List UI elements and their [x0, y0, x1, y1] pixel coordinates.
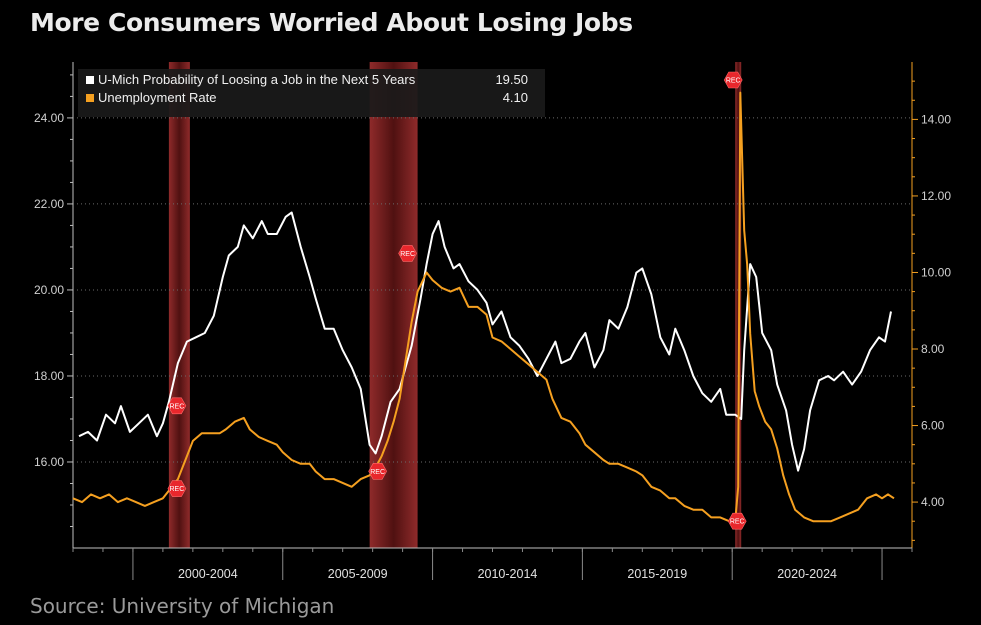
x-period-label: 2000-2004 — [178, 567, 238, 581]
recession-shading-group — [168, 62, 742, 548]
left-tick-label: 18.00 — [34, 369, 64, 383]
x-period-label: 2015-2019 — [627, 567, 687, 581]
recession-marker-label: REC — [169, 403, 184, 410]
series-lines-group — [72, 91, 895, 523]
left-tick-label: 24.00 — [34, 111, 64, 125]
recession-marker: REC — [398, 245, 417, 262]
recession-marker-label: REC — [730, 519, 745, 526]
legend-swatch — [86, 76, 94, 84]
recession-marker-label: REC — [400, 251, 415, 258]
legend-label: U-Mich Probability of Loosing a Job in t… — [98, 72, 416, 87]
right-tick-label: 8.00 — [921, 342, 945, 356]
left-tick-label: 20.00 — [34, 283, 64, 297]
right-tick-label: 10.00 — [921, 265, 951, 279]
legend-value: 19.50 — [495, 72, 528, 87]
series-line-unemployment — [72, 91, 895, 523]
recession-markers-group: REC REC REC REC REC REC — [167, 71, 747, 530]
recession-band — [168, 62, 190, 548]
recession-marker-shape — [727, 512, 747, 530]
legend-label: Unemployment Rate — [98, 90, 217, 105]
right-tick-label: 6.00 — [921, 419, 945, 433]
recession-marker-label: REC — [726, 78, 741, 85]
recession-marker-label: REC — [370, 469, 385, 476]
series-line-umich — [78, 211, 892, 472]
source-note: Source: University of Michigan — [30, 594, 335, 618]
x-period-label: 2010-2014 — [478, 567, 538, 581]
x-period-label: 2020-2024 — [777, 567, 837, 581]
recession-marker-label: REC — [169, 486, 184, 493]
recession-marker-shape — [723, 71, 743, 89]
recession-marker-shape — [398, 245, 417, 262]
right-tick-label: 14.00 — [921, 112, 951, 126]
recession-marker: REC — [167, 397, 187, 415]
recession-marker: REC — [727, 512, 747, 530]
legend-swatch — [86, 94, 94, 102]
recession-marker-shape — [368, 462, 387, 480]
legend-value: 4.10 — [503, 90, 528, 105]
left-tick-label: 22.00 — [34, 197, 64, 211]
chart-title: More Consumers Worried About Losing Jobs — [30, 8, 633, 37]
recession-marker-shape — [167, 397, 187, 415]
left-tick-label: 16.00 — [34, 455, 64, 469]
right-tick-label: 4.00 — [921, 495, 945, 509]
legend-box — [78, 69, 545, 117]
recession-marker: REC — [723, 71, 743, 89]
x-period-label: 2005-2009 — [328, 567, 388, 581]
recession-marker: REC — [167, 480, 187, 497]
axes-group: 16.00 18.00 20.00 22.00 24.00 4.00 6.00 8.00 10.… — [34, 62, 951, 581]
recession-marker: REC — [368, 462, 387, 480]
recession-marker-shape — [167, 480, 187, 497]
right-tick-label: 12.00 — [921, 189, 951, 203]
legend: U-Mich Probability of Loosing a Job in t… — [78, 69, 545, 117]
